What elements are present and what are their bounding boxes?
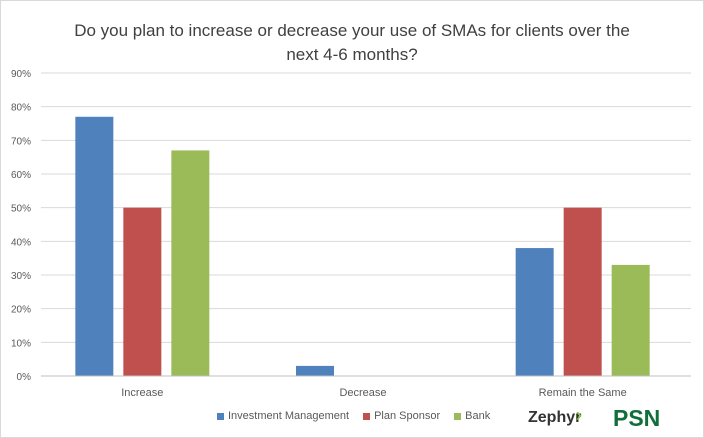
y-tick-label: 80%	[11, 103, 31, 114]
y-tick-label: 60%	[11, 170, 31, 181]
chart-title: Do you plan to increase or decrease your…	[74, 21, 630, 64]
legend: Investment Management Plan Sponsor Bank	[217, 410, 490, 422]
bar-investment-management	[515, 248, 554, 376]
bar-plan-sponsor	[123, 207, 162, 376]
bar-plan-sponsor	[563, 207, 602, 376]
bar-investment-management	[296, 365, 334, 376]
legend-item: Investment Management	[217, 410, 349, 422]
psn-logo: PSN	[613, 405, 661, 431]
legend-label: Plan Sponsor	[374, 410, 441, 422]
legend-swatch	[454, 412, 462, 420]
y-tick-label: 0%	[17, 372, 32, 383]
legend-swatch	[217, 412, 224, 420]
y-tick-label: 10%	[11, 338, 31, 349]
zephyr-logo: Zephyr	[528, 409, 582, 426]
legend-swatch	[363, 412, 371, 420]
bar-bank	[611, 264, 650, 376]
x-tick-label: Remain the Same	[539, 387, 627, 399]
legend-label: Investment Management	[228, 410, 350, 422]
bar-investment-management	[75, 116, 114, 377]
y-tick-label: 30%	[11, 271, 31, 282]
bar-bank	[171, 150, 210, 376]
y-tick-label: 20%	[11, 305, 31, 316]
legend-item: Bank	[454, 410, 490, 422]
x-tick-label: Decrease	[339, 387, 386, 399]
y-tick-label: 40%	[11, 237, 31, 248]
y-tick-label: 70%	[11, 136, 31, 147]
y-tick-label: 90%	[11, 69, 31, 80]
x-tick-label: Increase	[121, 387, 163, 399]
legend-item: Plan Sponsor	[363, 410, 440, 422]
legend-label: Bank	[465, 410, 491, 422]
y-tick-label: 50%	[11, 204, 31, 215]
